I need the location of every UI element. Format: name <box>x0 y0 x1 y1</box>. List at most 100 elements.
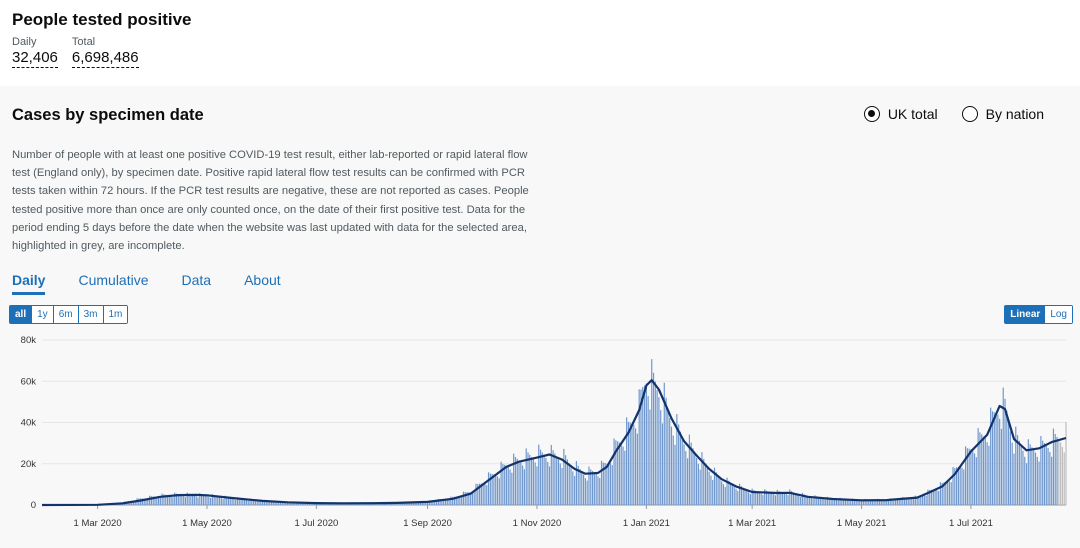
daily-case-bar <box>274 500 276 505</box>
daily-case-bar <box>201 494 203 505</box>
metric-total-value[interactable]: 6,698,486 <box>71 49 139 68</box>
daily-case-bar <box>459 496 461 505</box>
tab-about[interactable]: About <box>244 272 281 288</box>
daily-case-bar <box>322 503 325 505</box>
tab-daily[interactable]: Daily <box>12 272 46 295</box>
daily-case-bar <box>446 499 448 505</box>
daily-case-bar <box>1033 450 1035 505</box>
daily-case-bar <box>719 478 721 505</box>
daily-case-bar <box>859 500 861 505</box>
daily-case-bar <box>296 502 298 505</box>
daily-case-bar <box>911 498 913 505</box>
daily-case-bar <box>236 497 239 505</box>
daily-case-bar <box>739 483 741 505</box>
daily-case-bar <box>936 490 938 505</box>
daily-case-bar <box>821 498 823 505</box>
daily-case-bar <box>516 458 518 505</box>
daily-case-bar <box>712 479 714 505</box>
daily-case-bar <box>599 477 601 505</box>
daily-case-bar <box>172 497 174 505</box>
daily-case-bar <box>373 503 375 505</box>
daily-case-bar <box>1036 456 1038 505</box>
panel-title: Cases by specimen date <box>12 106 204 124</box>
scale-log-button[interactable]: Log <box>1045 306 1072 323</box>
x-tick-label: 1 Sep 2020 <box>403 518 452 529</box>
daily-case-bar <box>1060 442 1062 505</box>
daily-case-bar <box>979 432 981 505</box>
daily-case-bar <box>1027 439 1029 505</box>
metric-daily-value[interactable]: 32,406 <box>12 49 58 68</box>
daily-case-bar <box>735 488 737 505</box>
daily-case-bar <box>891 498 893 505</box>
daily-case-bar <box>608 462 610 505</box>
daily-case-bar <box>190 494 192 505</box>
daily-case-bar <box>261 499 264 505</box>
daily-case-bar <box>398 503 400 505</box>
daily-case-bar <box>672 435 674 505</box>
daily-case-bar <box>771 493 773 505</box>
daily-case-bar <box>536 466 538 505</box>
tab-cumulative[interactable]: Cumulative <box>78 272 149 288</box>
daily-case-bar <box>704 463 707 505</box>
daily-case-bar <box>812 498 814 505</box>
daily-case-bar <box>197 497 199 505</box>
daily-case-bar <box>706 467 708 506</box>
daily-case-bar <box>746 490 748 505</box>
daily-case-bar <box>916 496 918 505</box>
daily-case-bar <box>887 500 890 505</box>
daily-case-bar <box>893 498 895 505</box>
daily-case-bar <box>443 499 445 505</box>
range-all-button[interactable]: all <box>10 306 33 323</box>
daily-case-bar <box>495 474 497 505</box>
daily-case-bar <box>480 483 482 505</box>
radio-unchecked-icon[interactable] <box>961 106 978 122</box>
daily-case-bar <box>878 499 881 505</box>
range-1y-button[interactable]: 1y <box>32 306 54 323</box>
daily-case-bar <box>907 497 909 505</box>
daily-case-bar <box>471 492 473 505</box>
daily-case-bar <box>461 496 463 505</box>
daily-case-bar <box>769 492 771 505</box>
daily-case-bar <box>149 495 151 505</box>
daily-case-bar <box>575 460 578 505</box>
daily-case-bar <box>502 463 504 505</box>
daily-case-bar <box>184 497 187 505</box>
daily-case-bar <box>755 490 757 505</box>
radio-uk-total[interactable]: UK total <box>863 106 938 122</box>
daily-case-bar <box>484 484 486 505</box>
daily-case-bar <box>699 469 701 505</box>
daily-case-bar <box>256 500 258 505</box>
daily-case-bar <box>505 465 508 505</box>
daily-case-bar <box>807 496 809 505</box>
daily-case-bar <box>685 451 687 505</box>
scale-linear-button[interactable]: Linear <box>1005 306 1046 323</box>
tab-data[interactable]: Data <box>181 272 212 288</box>
daily-case-bar <box>444 499 447 505</box>
radio-by-nation[interactable]: By nation <box>961 106 1044 122</box>
daily-case-bar <box>297 503 300 505</box>
daily-case-bar <box>740 486 742 505</box>
daily-case-bar <box>651 359 653 505</box>
daily-case-bar <box>529 454 531 505</box>
daily-case-bar <box>143 498 145 505</box>
daily-case-bar <box>434 501 436 505</box>
chart-description: Number of people with at least one posit… <box>12 149 529 253</box>
x-tick-label: 1 May 2020 <box>182 518 232 529</box>
daily-case-bar <box>606 463 608 505</box>
daily-case-bar <box>791 491 793 505</box>
daily-case-bar <box>758 492 760 505</box>
daily-case-bar <box>947 480 949 505</box>
x-tick-label: 1 Mar 2021 <box>728 518 776 529</box>
radio-checked-icon[interactable] <box>863 106 880 122</box>
range-1m-button[interactable]: 1m <box>103 306 128 323</box>
daily-case-bar <box>383 503 386 505</box>
daily-case-bar <box>1020 446 1022 505</box>
range-3m-button[interactable]: 3m <box>78 306 104 323</box>
range-6m-button[interactable]: 6m <box>53 306 79 323</box>
daily-case-bar <box>238 498 240 505</box>
daily-case-bar <box>678 424 680 505</box>
daily-case-bar <box>898 499 900 505</box>
daily-case-bar <box>658 397 660 505</box>
daily-case-bar <box>1024 456 1026 505</box>
daily-case-bar <box>283 502 285 505</box>
